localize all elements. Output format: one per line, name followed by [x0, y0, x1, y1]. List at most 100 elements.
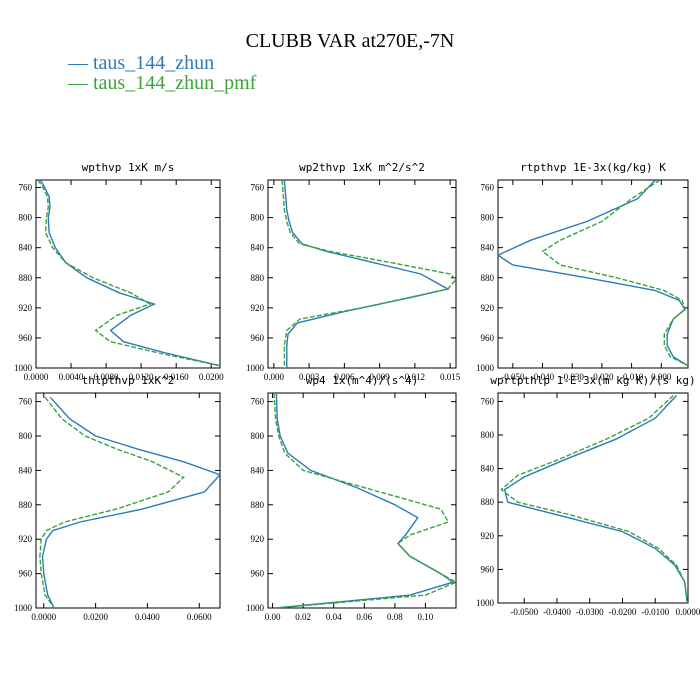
series-line-zhun-pmf	[500, 394, 688, 603]
x-tick-label: -0.050	[501, 372, 525, 382]
series-line-zhun	[41, 396, 220, 608]
y-tick-label: 1000	[246, 363, 265, 373]
y-tick-label: 800	[19, 431, 33, 441]
x-tick-label: -0.040	[531, 372, 555, 382]
y-tick-label: 760	[251, 183, 265, 193]
series-line-zhun-pmf	[541, 180, 688, 367]
x-tick-label: 0.0200	[199, 372, 224, 382]
x-tick-label: 0.0160	[164, 372, 189, 382]
x-tick-label: 0.0120	[129, 372, 154, 382]
y-tick-label: 840	[19, 465, 33, 475]
x-tick-label: 0.02	[295, 612, 311, 622]
series-line-zhun	[283, 180, 450, 368]
y-tick-label: 920	[19, 534, 33, 544]
legend-line-blue: —	[68, 52, 93, 74]
y-tick-label: 800	[251, 213, 265, 223]
y-tick-label: 960	[481, 333, 495, 343]
x-tick-label: 0.04	[326, 612, 342, 622]
x-tick-label: 0.0600	[187, 612, 212, 622]
y-tick-label: 880	[481, 273, 495, 283]
figure-title: CLUBB VAR at270E,-7N	[245, 30, 455, 52]
y-tick-label: 840	[251, 465, 265, 475]
y-tick-label: 920	[19, 303, 33, 313]
x-tick-label: -0.0100	[641, 607, 669, 617]
x-tick-label: 0.000	[651, 372, 672, 382]
x-tick-label: 0.006	[334, 372, 355, 382]
x-tick-label: -0.020	[590, 372, 614, 382]
panel-title-6: wprtpthlp 1-E-3x(m kg K)/(s kg)	[490, 374, 695, 387]
x-tick-label: -0.010	[620, 372, 644, 382]
y-tick-label: 880	[251, 500, 265, 510]
y-tick-label: 920	[251, 534, 265, 544]
x-tick-label: 0.0200	[83, 612, 108, 622]
y-tick-label: 760	[481, 183, 495, 193]
x-tick-label: -0.030	[561, 372, 585, 382]
legend-entry-zhun: — taus_144_zhun	[68, 52, 214, 75]
y-tick-label: 920	[251, 303, 265, 313]
y-tick-label: 800	[251, 431, 265, 441]
y-tick-label: 960	[19, 333, 33, 343]
panel-title-2: wp2thvp 1xK m^2/s^2	[299, 161, 425, 174]
plot-frame-3	[497, 179, 689, 369]
y-tick-label: 880	[251, 273, 265, 283]
series-line-zhun-pmf	[39, 396, 185, 608]
y-tick-label: 800	[481, 430, 495, 440]
x-tick-label: -0.0400	[543, 607, 571, 617]
plot-frame-5	[267, 392, 457, 609]
y-tick-label: 960	[481, 564, 495, 574]
series-line-zhun-pmf	[37, 180, 220, 367]
y-tick-label: 760	[481, 396, 495, 406]
x-tick-label: 0.003	[299, 372, 320, 382]
x-tick-label: 0.012	[405, 372, 425, 382]
x-tick-label: -0.0300	[576, 607, 604, 617]
y-tick-label: 760	[19, 183, 33, 193]
panel-title-1: wpthvp 1xK m/s	[82, 161, 175, 174]
x-tick-label: 0.0000	[24, 372, 49, 382]
plot-frame-2	[267, 179, 457, 369]
y-tick-label: 960	[251, 569, 265, 579]
series-line-zhun	[498, 180, 688, 367]
y-tick-label: 840	[19, 243, 33, 253]
y-tick-label: 760	[251, 397, 265, 407]
y-tick-label: 840	[481, 464, 495, 474]
panel-title-5: wp4 1x(m^4)/(s^4)	[306, 374, 419, 387]
x-tick-label: 0.08	[387, 612, 403, 622]
legend-entry-zhun-pmf: — taus_144_zhun_pmf	[68, 72, 256, 95]
y-tick-label: 960	[251, 333, 265, 343]
x-tick-label: 0.0000	[676, 607, 700, 617]
plot-frame-4	[35, 392, 221, 609]
plot-frame-1	[35, 179, 221, 369]
legend-label-zhun: taus_144_zhun	[93, 52, 215, 74]
x-tick-label: -0.0200	[609, 607, 637, 617]
y-tick-label: 1000	[14, 363, 33, 373]
x-tick-label: 0.10	[418, 612, 434, 622]
y-tick-label: 800	[19, 213, 33, 223]
x-tick-label: 0.009	[370, 372, 391, 382]
x-tick-label: 0.0000	[31, 612, 56, 622]
series-line-zhun-pmf	[281, 180, 456, 368]
y-tick-label: 1000	[476, 363, 495, 373]
series-line-zhun-pmf	[273, 393, 456, 608]
x-tick-label: 0.06	[356, 612, 372, 622]
panel-title-4: thlpthvp 1xK^2	[82, 374, 175, 387]
y-tick-label: 1000	[14, 603, 33, 613]
legend-label-zhun-pmf: taus_144_zhun_pmf	[93, 72, 257, 94]
y-tick-label: 1000	[246, 603, 265, 613]
x-tick-label: 0.0080	[94, 372, 119, 382]
plot-frame-6	[497, 392, 689, 604]
y-tick-label: 1000	[476, 598, 495, 608]
y-tick-label: 920	[481, 303, 495, 313]
panel-title-3: rtpthvp 1E-3x(kg/kg) K	[520, 161, 666, 174]
x-tick-label: -0.0500	[510, 607, 538, 617]
x-tick-label: 0.00	[265, 612, 281, 622]
y-tick-label: 840	[481, 243, 495, 253]
series-line-zhun	[39, 180, 220, 367]
x-tick-label: 0.0040	[59, 372, 84, 382]
y-tick-label: 960	[19, 569, 33, 579]
y-tick-label: 800	[481, 213, 495, 223]
y-tick-label: 840	[251, 243, 265, 253]
y-tick-label: 920	[481, 531, 495, 541]
y-tick-label: 760	[19, 397, 33, 407]
x-tick-label: 0.0400	[135, 612, 160, 622]
